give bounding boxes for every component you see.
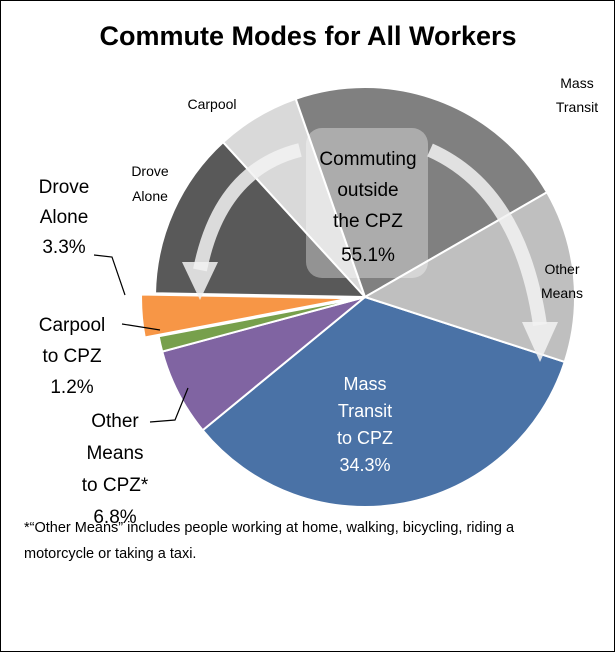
label-line: Carpool <box>39 315 106 336</box>
slice-label: Drove Alone <box>131 163 169 204</box>
leader-line <box>149 387 189 423</box>
pie-slice <box>362 190 576 364</box>
slice-label: Carpool <box>187 96 236 112</box>
label-line: outside <box>337 180 398 201</box>
slice-label: Mass Transit to CPZ <box>337 374 393 448</box>
annotation-box <box>306 128 428 278</box>
label-line: Means <box>86 443 143 464</box>
pie-slice <box>157 296 366 353</box>
label-line: Drove <box>131 163 169 179</box>
arrow-head <box>522 322 558 362</box>
label-line: to CPZ* <box>82 475 149 496</box>
label-line: Drove <box>39 177 90 198</box>
leader-line <box>121 323 161 331</box>
label-line: Commuting <box>319 149 416 170</box>
footnote: *“Other Means” includes people working a… <box>24 520 515 562</box>
label-line: Mass <box>560 75 593 91</box>
arrow <box>193 143 302 272</box>
pie-slice <box>140 293 352 339</box>
label-line: Means <box>541 285 583 301</box>
slice-label: Drove Alone <box>39 177 90 228</box>
label-line: Other <box>544 261 579 277</box>
value-label: 1.2% <box>50 377 93 398</box>
label-line: the CPZ <box>333 211 403 232</box>
value-label: 6.8% <box>93 507 136 528</box>
pie-slice <box>294 86 549 299</box>
leader-line <box>93 254 126 296</box>
annotation-value: 55.1% <box>341 245 395 266</box>
value-label: 34.3% <box>339 455 390 475</box>
slice-label: Carpool to CPZ <box>39 315 106 367</box>
annotation-text: Commuting outside the CPZ <box>319 149 416 232</box>
arrow-head <box>182 262 218 300</box>
label-line: to CPZ <box>337 428 393 448</box>
label-line: to CPZ <box>42 346 102 367</box>
label-line: Alone <box>40 207 89 228</box>
slice-label: Other Means <box>541 261 583 301</box>
label-line: Mass <box>343 374 386 394</box>
value-label: 3.3% <box>42 237 85 258</box>
label-line: Other <box>91 411 139 432</box>
pie-slice <box>201 295 566 508</box>
labels: Mass Transit to CPZ 34.3% Other Means to CPZ* 6… <box>39 75 599 528</box>
pie <box>140 86 576 508</box>
label-line: Alone <box>132 188 168 204</box>
arrow <box>427 143 547 327</box>
label-line: Carpool <box>187 96 236 112</box>
slice-label: Other Means to CPZ* <box>82 411 149 496</box>
chart-title: Commute Modes for All Workers <box>99 21 516 51</box>
slice-label: Mass Transit <box>556 75 598 115</box>
label-line: Transit <box>556 99 598 115</box>
label-line: Transit <box>338 401 392 421</box>
